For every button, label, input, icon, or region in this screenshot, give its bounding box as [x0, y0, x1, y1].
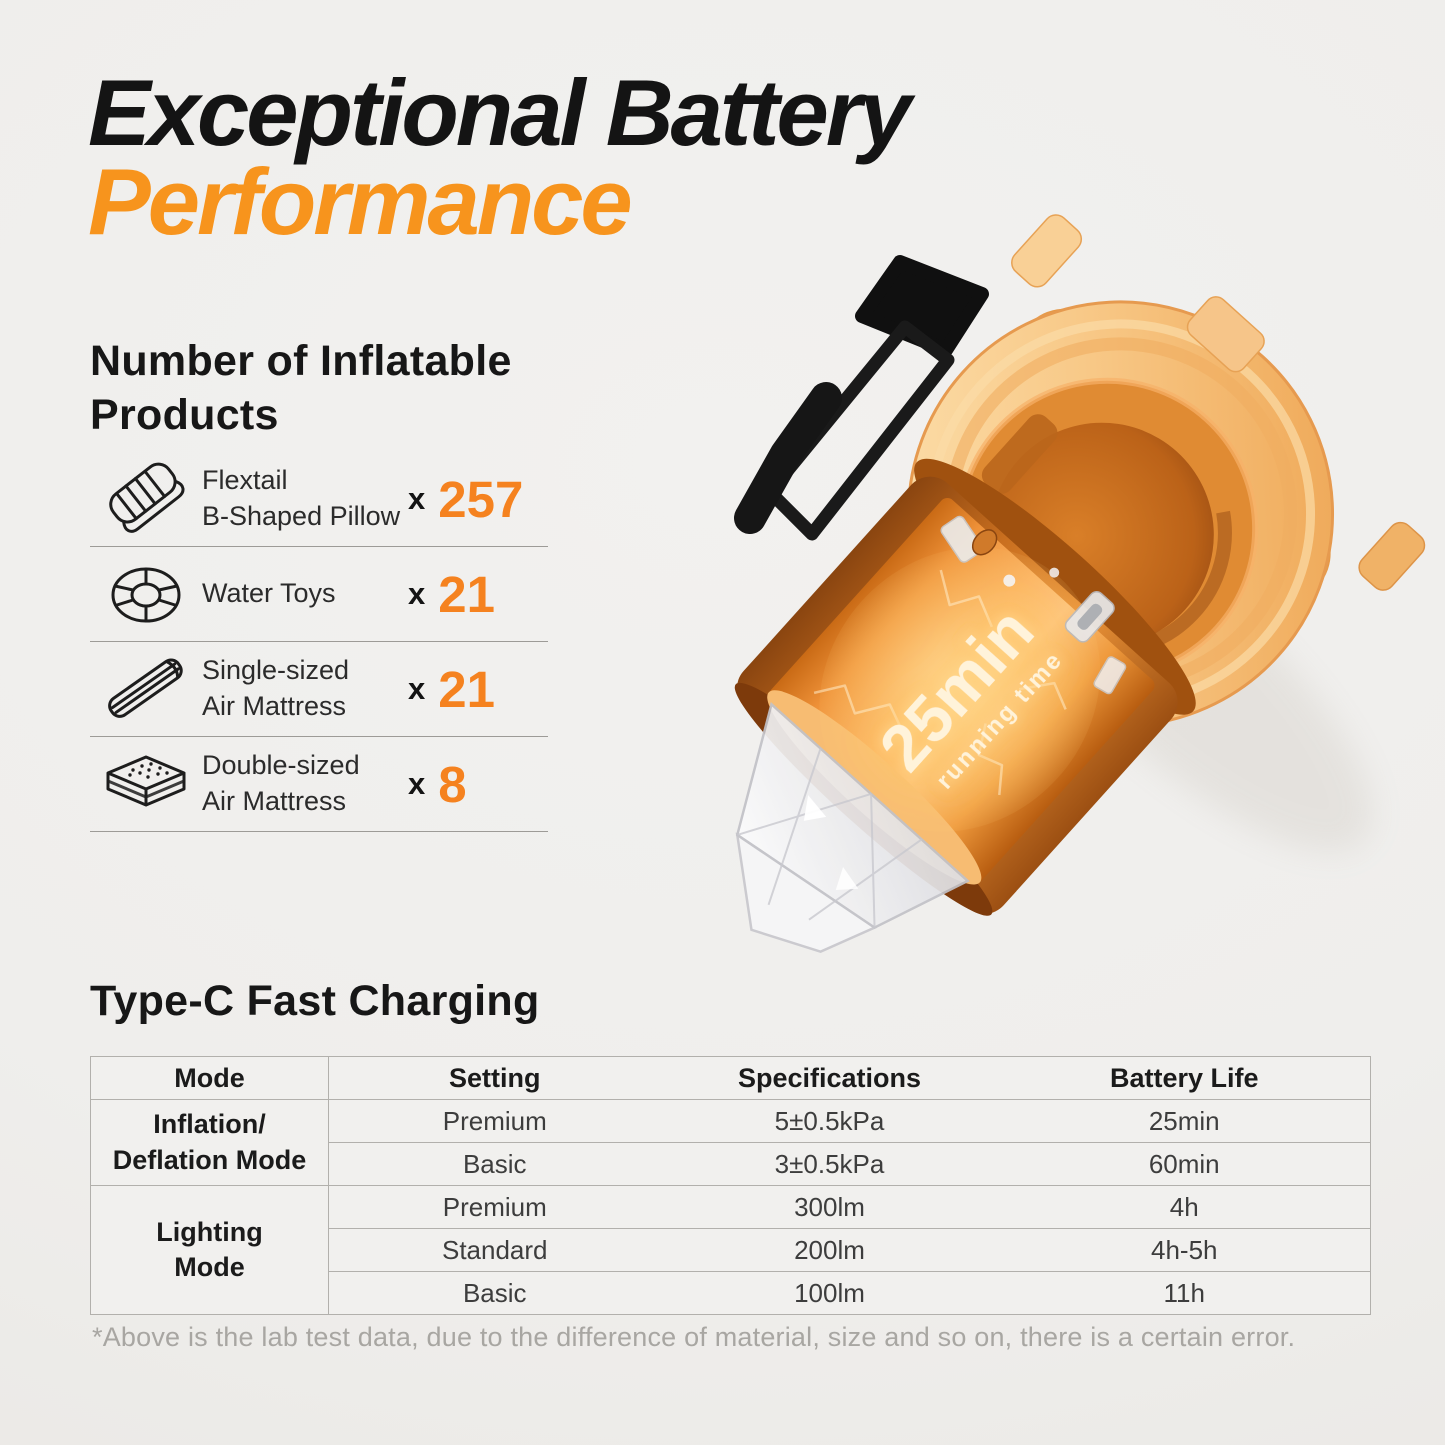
- table-row: Basic 100lm 11h: [91, 1271, 1371, 1315]
- page-title-line2: Performance: [88, 149, 633, 255]
- air-pump-product-render: 25min running time: [734, 214, 1426, 954]
- item-count: x 257: [408, 470, 524, 528]
- swim-ring-icon: [90, 559, 202, 629]
- table-row: Basic 3±0.5kPa 60min: [91, 1142, 1371, 1186]
- battery-life-cell: 11h: [998, 1271, 1371, 1315]
- item-label: Flextail B-Shaped Pillow: [202, 465, 401, 531]
- spec-cell: 3±0.5kPa: [660, 1142, 999, 1186]
- single-mattress-icon: [90, 654, 202, 724]
- pump-internals: [940, 515, 1127, 695]
- pillow-icon: [90, 462, 202, 534]
- charging-table-body: Mode Setting Specifications Battery Life Inf…: [90, 1056, 1371, 1315]
- carabiner-clip-icon: [734, 255, 989, 541]
- inflatable-heading-line2: Products: [90, 391, 279, 440]
- setting-cell: Basic: [328, 1271, 661, 1315]
- setting-cell: Premium: [328, 1185, 661, 1229]
- item-count: x 21: [408, 565, 495, 623]
- charging-table-wrap: Mode Setting Specifications Battery Life Inf…: [90, 1056, 1371, 1315]
- swim-ring-icon-svg: [111, 567, 181, 623]
- list-item: Single-sized Air Mattress x 21: [90, 642, 548, 737]
- item-label: Water Toys: [202, 578, 336, 609]
- setting-cell: Basic: [328, 1142, 661, 1186]
- lab-test-note: *Above is the lab test data, due to the …: [92, 1322, 1296, 1352]
- table-row: Inflation/Deflation Mode Premium 5±0.5kPa 2…: [90, 1099, 1371, 1186]
- battery-life-cell: 4h: [998, 1185, 1371, 1229]
- table-row: Standard 200lm 4h-5h: [91, 1228, 1371, 1272]
- item-count: x 21: [408, 660, 495, 718]
- table-header-cell: Specifications: [660, 1056, 999, 1100]
- table-header-cell: Battery Life: [998, 1056, 1371, 1100]
- inflatable-heading: Number of Inflatable Products: [90, 334, 512, 442]
- double-mattress-icon: [90, 749, 202, 819]
- spec-cell: 100lm: [660, 1271, 999, 1315]
- mode-cell: Inflation/Deflation Mode: [90, 1099, 329, 1186]
- fan-crystal: [735, 701, 970, 954]
- mode-cell: Lighting Mode: [90, 1185, 329, 1315]
- pillow-icon-svg: [109, 462, 185, 533]
- list-item: Flextail B-Shaped Pillow x 257: [90, 452, 548, 547]
- battery-life-cell: 25min: [998, 1099, 1371, 1143]
- setting-cell: Standard: [328, 1228, 661, 1272]
- charging-heading: Type-C Fast Charging: [90, 977, 540, 1025]
- list-item: Double-sized Air Mattress x 8: [90, 737, 548, 832]
- item-label: Single-sized Air Mattress: [202, 655, 350, 721]
- inflatable-list: Flextail B-Shaped Pillow x 257 Water Toys x 2…: [90, 452, 548, 832]
- battery-life-cell: 4h-5h: [998, 1228, 1371, 1272]
- table-header-row: Mode Setting Specifications Battery Life: [90, 1056, 1371, 1100]
- table-header-cell: Setting: [328, 1056, 661, 1100]
- battery-life-cell: 60min: [998, 1142, 1371, 1186]
- page-title-line1: Exceptional Battery: [88, 60, 912, 165]
- spec-cell: 300lm: [660, 1185, 999, 1229]
- spec-cell: 5±0.5kPa: [660, 1099, 999, 1143]
- double-mattress-icon-svg: [106, 755, 186, 807]
- page-title: Exceptional Battery Performance: [88, 60, 912, 255]
- setting-cell: Premium: [328, 1099, 661, 1143]
- charging-table: Mode Setting Specifications Battery Life Inf…: [90, 1056, 1371, 1315]
- table-row: Lighting Mode Premium 300lm 4h: [90, 1185, 1371, 1315]
- battery-cylinder: [767, 498, 1155, 885]
- spec-cell: 200lm: [660, 1228, 999, 1272]
- lightning-icon: [813, 569, 1067, 796]
- single-mattress-icon-svg: [108, 658, 183, 718]
- list-item: Water Toys x 21: [90, 547, 548, 642]
- item-label: Double-sized Air Mattress: [202, 750, 360, 816]
- table-header-cell: Mode: [90, 1056, 329, 1100]
- inflatable-heading-line1: Number of Inflatable: [90, 337, 512, 385]
